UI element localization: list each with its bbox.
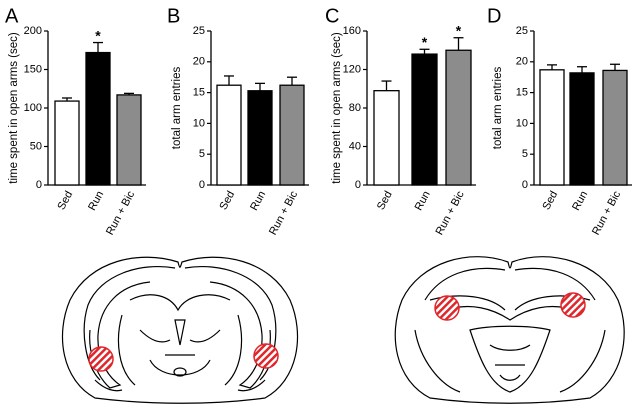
x-tick-label: Sed (55, 189, 75, 212)
y-tick-label: 5 (199, 148, 205, 160)
y-axis-label: total arm entries (171, 67, 183, 150)
panel-letter: C (325, 5, 339, 27)
region-marker (434, 295, 460, 321)
y-tick-label: 10 (516, 117, 528, 129)
x-tick-label: Run + Bic (267, 189, 300, 237)
y-tick-label: 15 (193, 87, 205, 99)
y-tick-label: 15 (516, 87, 528, 99)
bar (539, 69, 565, 186)
x-tick-label: Run (86, 189, 106, 212)
bar (116, 94, 142, 186)
y-tick-label: 20 (193, 56, 205, 68)
x-tick-label: Run (413, 189, 433, 212)
y-tick-label: 5 (522, 148, 528, 160)
significance-marker: * (95, 27, 101, 43)
x-tick-label: Run + Bic (434, 189, 467, 237)
y-tick-label: 40 (349, 140, 361, 152)
x-tick-label: Sed (217, 189, 237, 212)
bar (279, 84, 305, 186)
panel-letter: A (5, 5, 19, 27)
significance-marker: * (422, 34, 428, 50)
y-tick-label: 0 (355, 179, 361, 191)
region-marker (88, 346, 114, 372)
y-tick-label: 0 (199, 179, 205, 191)
y-axis-label: total arm entries (492, 67, 504, 150)
bar (373, 90, 400, 186)
x-tick-label: Sed (375, 189, 395, 212)
y-tick-label: 0 (36, 179, 42, 191)
x-tick-label: Run (248, 189, 268, 212)
x-tick-label: Sed (540, 189, 560, 212)
y-tick-label: 20 (516, 56, 528, 68)
x-tick-label: Run (570, 189, 590, 212)
y-tick-label: 200 (24, 25, 42, 37)
brain-section-left (61, 256, 299, 404)
panel-letter: B (167, 5, 180, 27)
bar (411, 53, 438, 186)
bar (54, 100, 80, 186)
region-marker (253, 343, 279, 369)
y-axis-label: time spent in open arms (sec) (8, 32, 20, 184)
bar (247, 90, 273, 186)
y-tick-label: 50 (30, 140, 42, 152)
y-tick-label: 160 (343, 25, 361, 37)
bar (216, 84, 242, 186)
bar (569, 72, 595, 186)
y-tick-label: 0 (522, 179, 528, 191)
bar (445, 49, 472, 186)
y-tick-label: 25 (193, 25, 205, 37)
y-tick-label: 120 (343, 63, 361, 75)
panel-letter: D (487, 5, 501, 27)
brain-section-right (394, 256, 625, 404)
y-axis-label: time spent in open arms (sec) (331, 32, 343, 184)
region-marker (560, 292, 586, 318)
y-tick-label: 80 (349, 102, 361, 114)
x-tick-label: Run + Bic (104, 189, 137, 237)
y-tick-label: 10 (193, 117, 205, 129)
bar (602, 69, 628, 186)
y-tick-label: 150 (24, 63, 42, 75)
bar (85, 51, 111, 186)
y-tick-label: 100 (24, 102, 42, 114)
y-tick-label: 25 (516, 25, 528, 37)
x-tick-label: Run + Bic (590, 189, 623, 237)
significance-marker: * (456, 22, 462, 38)
